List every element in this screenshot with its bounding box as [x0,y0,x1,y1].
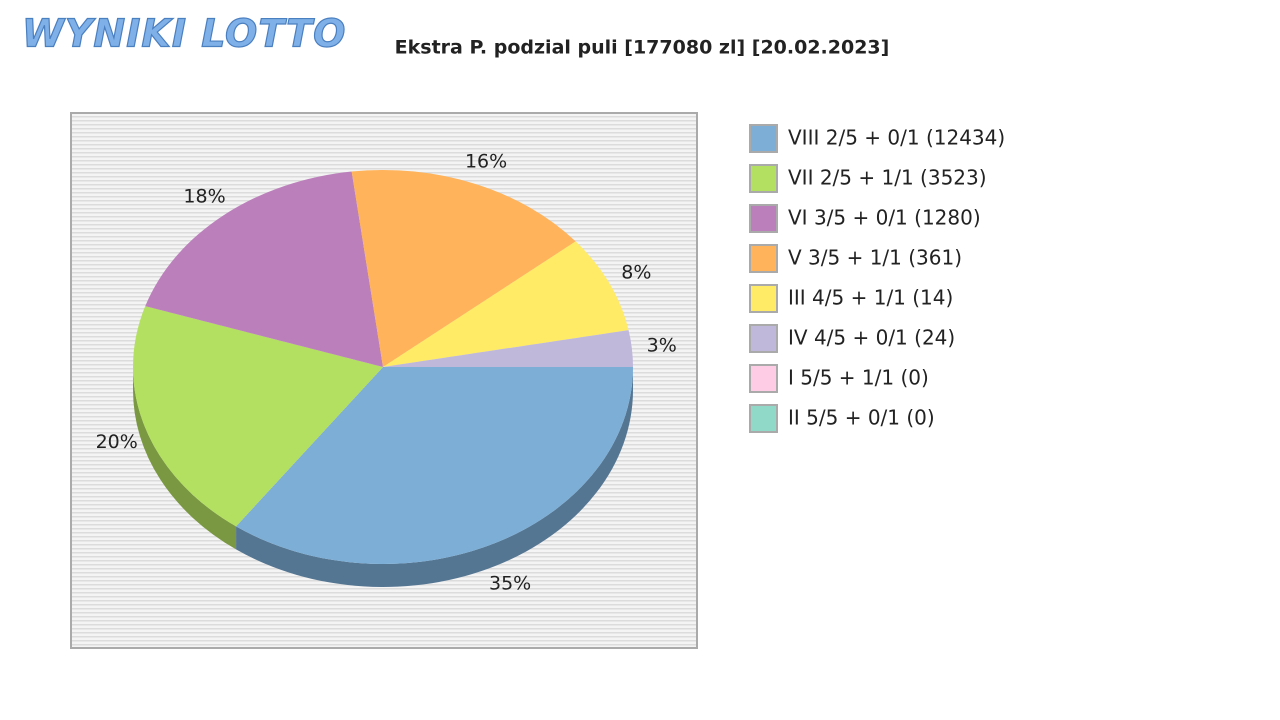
slice [351,170,576,367]
slice [236,367,633,564]
data-label: 3% [647,335,677,357]
legend: VIII 2/5 + 0/1 (12434) VII 2/5 + 1/1 (352… [749,124,1005,433]
legend-swatch [749,284,778,313]
legend-label: IV 4/5 + 0/1 (24) [788,326,955,350]
legend-swatch [749,244,778,273]
slice [133,306,383,527]
legend-swatch [749,364,778,393]
legend-label: I 5/5 + 1/1 (0) [788,366,929,390]
slice [383,330,633,367]
slice-side [236,367,633,587]
chart-title: Ekstra P. podzial puli [177080 zl] [20.0… [395,37,890,59]
data-label: 16% [465,150,507,172]
slice [383,241,629,367]
legend-swatch [749,404,778,433]
logo: WYNIKI LOTTO [22,12,346,56]
legend-swatch [749,164,778,193]
legend-label: III 4/5 + 1/1 (14) [788,286,953,310]
legend-swatch [749,204,778,233]
legend-swatch [749,124,778,153]
data-label: 18% [183,185,225,207]
data-label: 8% [621,262,651,284]
legend-label: VI 3/5 + 0/1 (1280) [788,206,981,230]
legend-label: VIII 2/5 + 0/1 (12434) [788,126,1005,150]
legend-label: VII 2/5 + 1/1 (3523) [788,166,987,190]
pie: 35% 20% 18% 16% 8% 3% [96,150,677,594]
legend-swatch [749,324,778,353]
slice [145,171,383,367]
data-label: 35% [489,573,531,595]
data-label: 20% [96,431,138,453]
slice-side [133,367,237,550]
legend-label: V 3/5 + 1/1 (361) [788,246,962,270]
legend-label: II 5/5 + 0/1 (0) [788,406,935,430]
